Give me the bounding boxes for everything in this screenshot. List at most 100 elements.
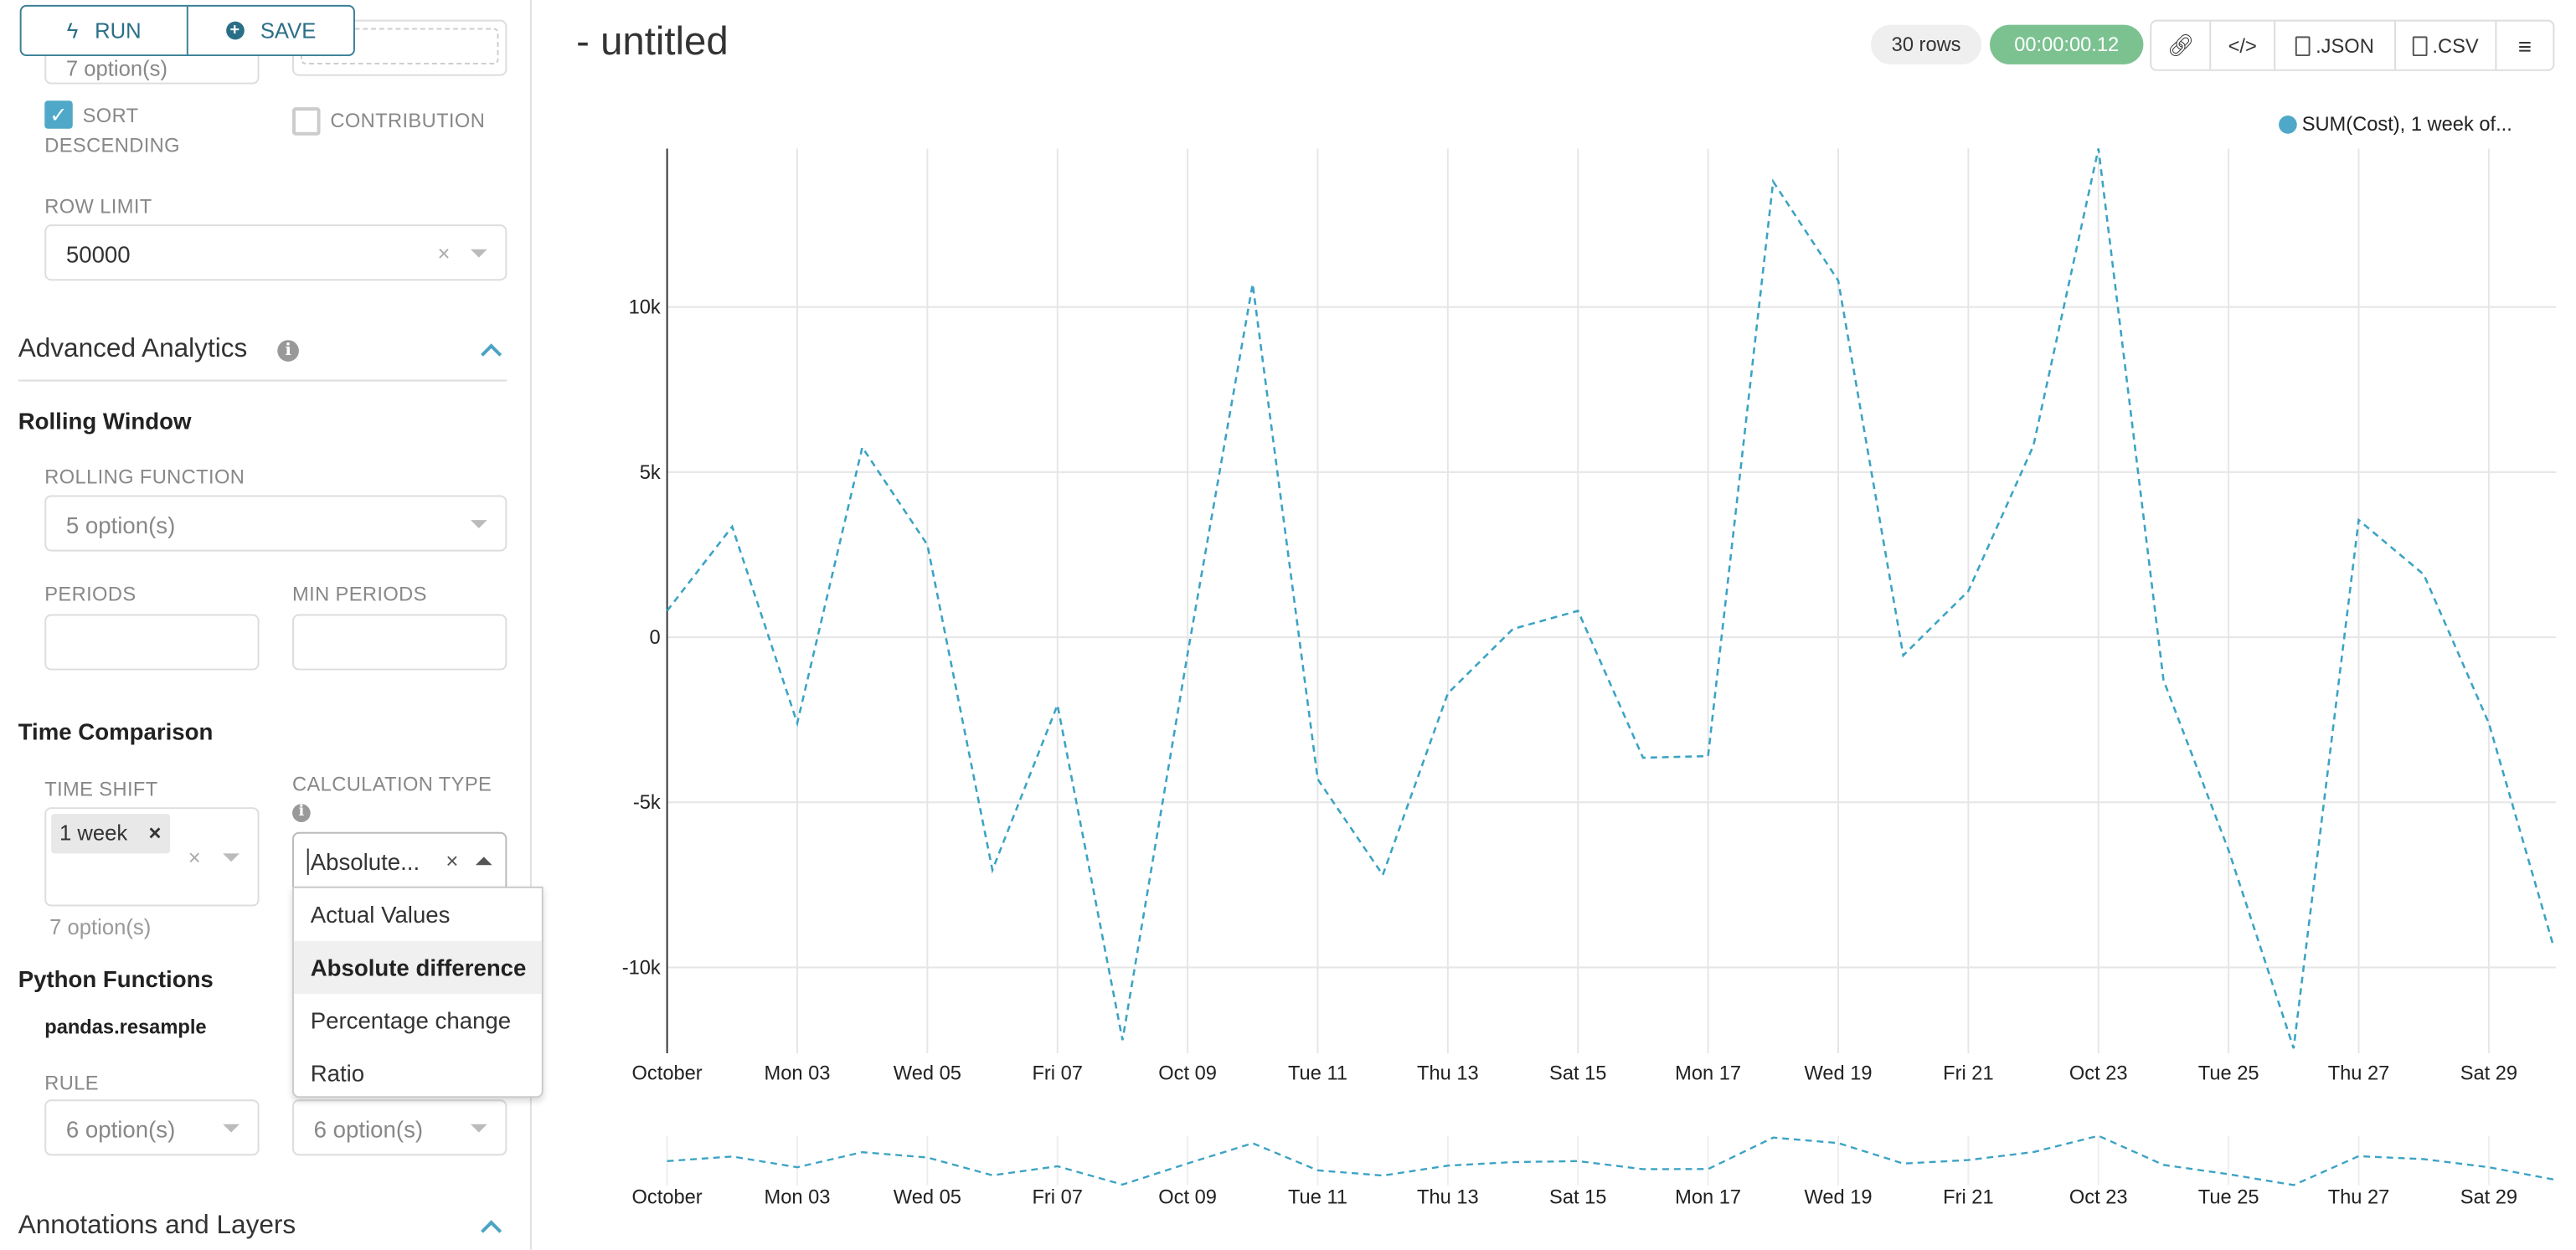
export-csv-button[interactable]: .CSV <box>2394 21 2495 69</box>
y-tick-label: 0 <box>650 627 661 649</box>
calculation-type-select[interactable]: Absolute... × <box>292 831 507 888</box>
time-comparison-title: Time Comparison <box>18 718 214 745</box>
x-tick-label: Tue 25 <box>2198 1063 2259 1085</box>
legend-swatch <box>2279 115 2297 133</box>
advanced-analytics-title[interactable]: Advanced Analytics <box>18 335 248 363</box>
brush-x-tick-label: Oct 23 <box>2069 1186 2128 1208</box>
more-menu-button[interactable]: ≡ <box>2495 21 2553 69</box>
clear-icon[interactable]: × <box>437 240 451 266</box>
row-limit-label: ROW LIMIT <box>44 194 152 219</box>
rolling-window-title: Rolling Window <box>18 408 192 435</box>
x-tick-label: Wed 19 <box>1804 1063 1872 1085</box>
sort-descending-checkbox[interactable]: ✓ <box>44 100 73 129</box>
brush-x-tick-label: Wed 19 <box>1804 1186 1872 1208</box>
caret-down-icon <box>223 1124 240 1133</box>
divider <box>18 379 507 382</box>
remove-tag-icon[interactable]: × <box>148 820 162 846</box>
run-button[interactable]: ϟ RUN <box>66 18 142 44</box>
brush-x-tick-label: Wed 05 <box>894 1186 961 1208</box>
run-save-group: ϟ RUN + SAVE <box>19 4 355 57</box>
brush-x-tick-label: Mon 17 <box>1675 1186 1741 1208</box>
range-brush[interactable] <box>667 1129 2557 1192</box>
periods-input[interactable] <box>44 614 260 671</box>
method-select[interactable]: 6 option(s) <box>292 1099 507 1156</box>
row-limit-select[interactable]: 50000 × <box>44 224 507 281</box>
x-tick-label: Oct 09 <box>1158 1063 1217 1085</box>
sort-descending-label: SORT <box>82 104 139 127</box>
y-tick-label: -10k <box>622 957 661 979</box>
x-tick-label: Thu 13 <box>1417 1063 1479 1085</box>
option-percentage-change[interactable]: Percentage change <box>310 1006 512 1034</box>
chart-actions: 🔗︎ </> .JSON .CSV ≡ <box>2150 19 2555 71</box>
x-tick-label: Wed 05 <box>894 1063 961 1085</box>
pandas-resample-label: pandas.resample <box>44 1015 207 1039</box>
caret-down-icon <box>223 853 240 862</box>
y-tick-label: 5k <box>640 462 661 484</box>
control-panel: 7 option(s) ϟ RUN + SAVE ✓ SORT DESCENDING… <box>0 0 532 1250</box>
bolt-icon: ϟ <box>66 18 79 44</box>
x-tick-label: Mon 03 <box>765 1063 831 1085</box>
x-tick-label: Fri 07 <box>1032 1063 1082 1085</box>
rolling-function-select[interactable]: 5 option(s) <box>44 495 507 552</box>
clear-icon[interactable]: × <box>188 845 201 871</box>
time-shift-hint: 7 option(s) <box>49 914 152 939</box>
chart-title[interactable]: - untitled <box>576 19 729 64</box>
calculation-type-label: CALCULATION TYPE <box>292 772 492 796</box>
brush-x-tick-label: Mon 03 <box>765 1186 831 1208</box>
brush-x-tick-label: October <box>632 1186 703 1208</box>
x-tick-label: Thu 27 <box>2328 1063 2390 1085</box>
export-json-button[interactable]: .JSON <box>2274 21 2394 69</box>
y-grid <box>667 306 2557 969</box>
periods-label: PERIODS <box>44 583 137 606</box>
option-ratio[interactable]: Ratio <box>310 1059 365 1087</box>
file-code-icon <box>2295 35 2311 56</box>
caret-up-icon <box>475 856 492 866</box>
option-actual-values[interactable]: Actual Values <box>310 901 451 928</box>
x-tick-label: Fri 21 <box>1943 1063 1993 1085</box>
contribution-label: CONTRIBUTION <box>330 109 486 132</box>
code-icon: </> <box>2228 33 2257 58</box>
rule-label: RULE <box>44 1071 99 1095</box>
x-tick-label: Mon 17 <box>1675 1063 1741 1085</box>
brush-x-tick-label: Fri 07 <box>1032 1186 1082 1208</box>
rolling-function-label: ROLLING FUNCTION <box>44 466 245 489</box>
link-button[interactable]: 🔗︎ <box>2151 22 2209 69</box>
x-tick-label: Sat 15 <box>1549 1063 1606 1085</box>
save-button[interactable]: + SAVE <box>186 6 353 55</box>
hamburger-icon: ≡ <box>2517 32 2532 59</box>
annotations-layers-title[interactable]: Annotations and Layers <box>18 1211 296 1240</box>
sort-descending-label-2: DESCENDING <box>44 133 180 157</box>
x-tick-label: Oct 23 <box>2069 1063 2128 1085</box>
time-shift-select[interactable]: 1 week × × <box>44 807 260 907</box>
info-icon[interactable]: i <box>277 340 299 362</box>
brush-x-tick-label: Thu 13 <box>1417 1186 1479 1208</box>
clear-icon[interactable]: × <box>446 848 459 874</box>
calculation-type-dropdown: Actual Values Absolute difference Percen… <box>292 886 544 1098</box>
brush-x-tick-label: Tue 25 <box>2198 1186 2259 1208</box>
timer-badge: 00:00:00.12 <box>1990 24 2144 64</box>
x-tick-label: Tue 11 <box>1288 1063 1347 1085</box>
rule-select[interactable]: 6 option(s) <box>44 1099 260 1156</box>
python-functions-title: Python Functions <box>18 965 214 993</box>
y-tick-label: 10k <box>629 297 661 319</box>
info-icon[interactable]: i <box>292 804 311 822</box>
caret-down-icon <box>470 249 487 258</box>
x-tick-label: Sat 29 <box>2460 1063 2517 1085</box>
contribution-checkbox[interactable] <box>292 107 321 136</box>
caret-down-icon <box>470 520 487 528</box>
time-shift-label: TIME SHIFT <box>44 777 158 801</box>
legend-label: SUM(Cost), 1 week of... <box>2301 112 2512 136</box>
brush-x-tick-label: Fri 21 <box>1943 1186 1993 1208</box>
brush-x-tick-label: Tue 11 <box>1288 1186 1347 1208</box>
option-absolute-difference[interactable]: Absolute difference <box>293 940 542 995</box>
brush-x-tick-label: Thu 27 <box>2328 1186 2390 1208</box>
brush-x-tick-label: Sat 29 <box>2460 1186 2517 1208</box>
brush-x-tick-label: Sat 15 <box>1549 1186 1606 1208</box>
min-periods-input[interactable] <box>292 614 507 671</box>
brush-series-line <box>667 1134 2554 1186</box>
legend-item[interactable]: SUM(Cost), 1 week of... <box>2279 112 2512 136</box>
embed-code-button[interactable]: </> <box>2209 21 2274 69</box>
plus-circle-icon: + <box>225 21 245 40</box>
min-periods-label: MIN PERIODS <box>292 583 427 606</box>
